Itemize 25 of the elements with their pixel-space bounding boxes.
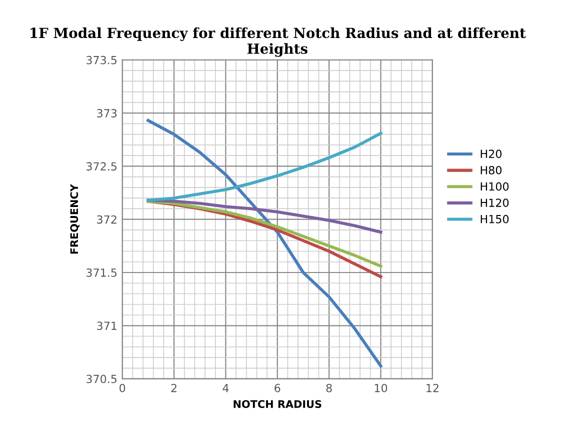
legend-label: H120	[480, 198, 509, 207]
chart-title: 1F Modal Frequency for different Notch Radius and at different Heights	[30, 27, 526, 57]
y-tick-label: 373.5	[86, 56, 117, 64]
x-tick-label: 12	[426, 384, 438, 392]
legend-label: H150	[480, 214, 509, 224]
line-series	[146, 198, 382, 234]
y-tick-label: 372	[97, 215, 116, 224]
y-tick-label: 372.5	[86, 162, 117, 171]
legend-label: H80	[480, 166, 502, 174]
line-series	[146, 118, 382, 368]
legend-label: H100	[480, 182, 509, 191]
x-tick-label: 2	[171, 384, 176, 392]
line-series	[146, 132, 382, 202]
x-tick-label: 0	[120, 384, 126, 392]
x-tick-label: 8	[326, 384, 332, 392]
y-axis-title: FREQUENCY	[70, 184, 80, 254]
y-tick-label: 373	[97, 109, 117, 118]
legend-label: H20	[480, 150, 502, 158]
y-tick-label: 371.5	[86, 268, 117, 277]
y-tick-label: 371	[97, 322, 116, 330]
y-tick-label: 370.5	[86, 374, 117, 384]
x-tick-label: 4	[222, 384, 229, 392]
x-axis-title: NOTCH RADIUS	[234, 400, 322, 408]
x-tick-label: 6	[274, 384, 280, 392]
x-tick-label: 10	[374, 384, 388, 392]
